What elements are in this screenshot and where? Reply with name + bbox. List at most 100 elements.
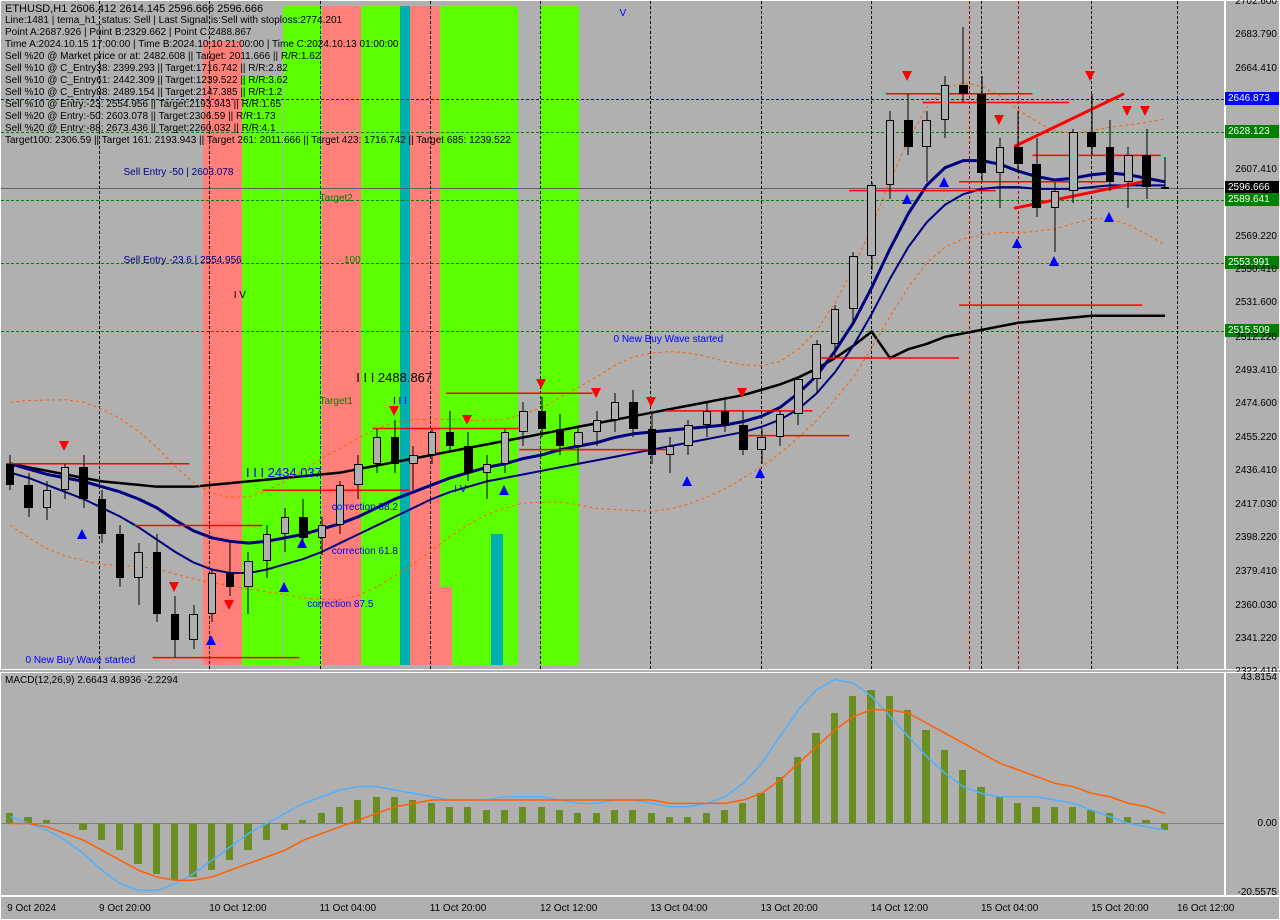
time-tick: 11 Oct 04:00 — [320, 903, 377, 914]
macd-histogram-bar — [757, 793, 764, 823]
time-tick: 12 Oct 12:00 — [540, 903, 597, 914]
main-chart[interactable]: Sell Entry -50 | 2603.078Sell Entry -23.… — [0, 0, 1225, 670]
signal-arrow-down-icon — [646, 397, 656, 407]
price-tick: 2683.790 — [1235, 29, 1277, 40]
price-tick: 2569.220 — [1235, 231, 1277, 242]
time-tick: 9 Oct 2024 — [7, 903, 56, 914]
macd-histogram-bar — [354, 800, 361, 823]
signal-arrow-down-icon — [994, 115, 1004, 125]
price-tick: 2607.410 — [1235, 164, 1277, 175]
vertical-gridline — [1177, 1, 1178, 669]
signal-arrow-down-icon — [389, 406, 399, 416]
macd-histogram-bar — [593, 813, 600, 823]
chart-annotation: I I I — [393, 396, 407, 407]
chart-container: Sell Entry -50 | 2603.078Sell Entry -23.… — [0, 0, 1280, 920]
signal-arrow-down-icon — [59, 441, 69, 451]
macd-histogram-bar — [556, 810, 563, 823]
macd-histogram-bar — [134, 823, 141, 863]
signal-arrow-down-icon — [224, 600, 234, 610]
horizontal-line — [1, 331, 1224, 332]
price-tick: 2493.410 — [1235, 365, 1277, 376]
price-tick: 2589.641 — [1225, 193, 1279, 206]
vertical-gridline — [430, 1, 431, 669]
macd-histogram-bar — [519, 807, 526, 824]
macd-zero-line — [1, 823, 1224, 824]
macd-histogram-bar — [428, 803, 435, 823]
info-line-3: Sell %20 @ Market price or at: 2482.608 … — [5, 51, 320, 62]
macd-histogram-bar — [776, 777, 783, 824]
macd-histogram-bar — [171, 823, 178, 880]
macd-axis: 43.81540.00-20.5575 — [1225, 672, 1280, 896]
price-tick: 2341.220 — [1235, 633, 1277, 644]
macd-histogram-bar — [886, 696, 893, 823]
macd-histogram-bar — [959, 770, 966, 823]
signal-arrow-up-icon — [682, 476, 692, 486]
macd-histogram-bar — [867, 690, 874, 824]
time-tick: 11 Oct 20:00 — [430, 903, 487, 914]
vertical-gridline — [969, 1, 970, 669]
session-zone — [322, 6, 361, 665]
chart-annotation: I I I 2434.037 — [246, 465, 322, 480]
macd-chart[interactable]: MACD(12,26,9) 2.6643 4.8936 -2.2294 — [0, 672, 1225, 896]
chart-annotation: I V — [454, 484, 466, 495]
chart-annotation: I V — [234, 290, 246, 301]
signal-arrow-down-icon — [536, 379, 546, 389]
time-tick: 13 Oct 04:00 — [650, 903, 707, 914]
macd-histogram-bar — [373, 797, 380, 824]
macd-histogram-bar — [409, 800, 416, 823]
macd-histogram-bar — [1051, 807, 1058, 824]
macd-histogram-bar — [483, 810, 490, 823]
price-tick: 2417.030 — [1235, 499, 1277, 510]
info-line-10: Target100: 2306.59 || Target 161: 2193.9… — [5, 135, 511, 146]
macd-histogram-bar — [318, 813, 325, 823]
signal-arrow-up-icon — [755, 468, 765, 478]
price-tick: 2596.666 — [1225, 181, 1279, 194]
signal-arrow-up-icon — [1012, 238, 1022, 248]
signal-arrow-down-icon — [1140, 106, 1150, 116]
macd-histogram-bar — [721, 810, 728, 823]
chart-annotation: 0 New Buy Wave started — [26, 655, 136, 666]
macd-histogram-bar — [208, 823, 215, 870]
macd-histogram-bar — [629, 810, 636, 823]
macd-histogram-bar — [464, 807, 471, 824]
macd-histogram-bar — [6, 813, 13, 823]
price-tick: 2628.123 — [1225, 125, 1279, 138]
vertical-gridline — [871, 1, 872, 669]
price-tick: 2550.410 — [1235, 264, 1277, 275]
price-tick: 2379.410 — [1235, 566, 1277, 577]
macd-histogram-bar — [226, 823, 233, 860]
macd-histogram-bar — [739, 803, 746, 823]
signal-arrow-up-icon — [297, 538, 307, 548]
macd-histogram-bar — [538, 807, 545, 824]
macd-histogram-bar — [1069, 807, 1076, 824]
chart-annotation: correction 87.5 — [307, 599, 373, 610]
vertical-gridline — [761, 1, 762, 669]
signal-arrow-down-icon — [1085, 71, 1095, 81]
session-zone — [361, 6, 400, 665]
macd-histogram-bar — [1124, 817, 1131, 824]
macd-histogram-bar — [116, 823, 123, 850]
signal-arrow-up-icon — [939, 177, 949, 187]
signal-arrow-up-icon — [1104, 212, 1114, 222]
macd-histogram-bar — [849, 696, 856, 823]
macd-histogram-bar — [391, 797, 398, 824]
session-zone — [369, 631, 381, 664]
signal-arrow-up-icon — [206, 635, 216, 645]
chart-annotation: Target2 — [320, 193, 353, 204]
session-zone — [540, 6, 579, 665]
macd-histogram-bar — [574, 813, 581, 823]
session-zone — [440, 6, 479, 665]
vertical-gridline — [320, 1, 321, 669]
price-tick: 2360.030 — [1235, 600, 1277, 611]
macd-histogram-bar — [43, 820, 50, 823]
chart-annotation: V — [620, 8, 627, 19]
macd-histogram-bar — [281, 823, 288, 830]
macd-histogram-bar — [244, 823, 251, 850]
session-zone — [440, 587, 452, 665]
macd-histogram-bar — [98, 823, 105, 840]
vertical-gridline — [1018, 1, 1019, 669]
chart-annotation: Target1 — [320, 396, 353, 407]
macd-histogram-bar — [703, 813, 710, 823]
info-line-0: Line:1481 | tema_h1_status: Sell | Last … — [5, 15, 342, 26]
price-tick: 2455.220 — [1235, 432, 1277, 443]
